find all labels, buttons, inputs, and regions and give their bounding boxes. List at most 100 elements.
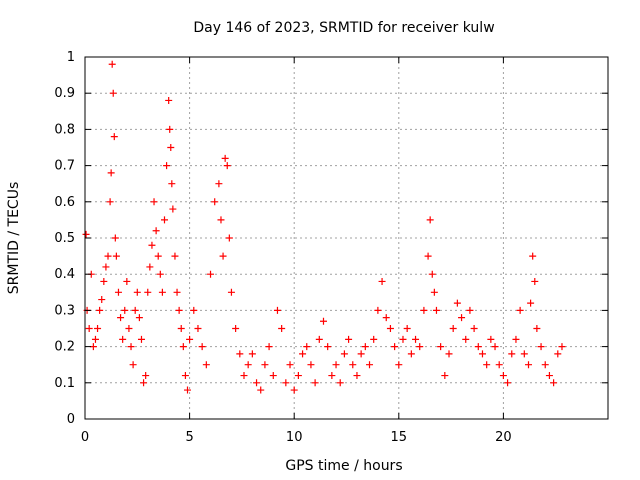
data-point — [257, 386, 265, 394]
data-point — [269, 372, 277, 380]
data-point — [445, 350, 453, 358]
data-point — [432, 306, 440, 314]
data-point — [424, 252, 432, 260]
data-point — [487, 335, 495, 343]
data-point — [111, 234, 119, 242]
data-point — [123, 277, 131, 285]
data-point — [428, 270, 436, 278]
x-tick-label: 20 — [495, 430, 512, 445]
data-point — [495, 361, 503, 369]
data-point — [179, 343, 187, 351]
data-point — [171, 252, 179, 260]
y-axis: 0 0.1 0.2 0.3 0.4 0.5 0.6 0.7 0.8 0.9 1 — [54, 50, 608, 427]
data-point — [144, 288, 152, 296]
data-point — [104, 252, 112, 260]
y-tick-label: 0.2 — [54, 340, 75, 355]
data-point — [219, 252, 227, 260]
data-point — [407, 350, 415, 358]
data-point — [449, 325, 457, 332]
data-point — [114, 288, 122, 296]
data-point — [399, 335, 407, 343]
data-point — [366, 361, 374, 369]
data-point — [357, 350, 365, 358]
data-point — [508, 350, 516, 358]
data-point — [299, 350, 307, 358]
data-point — [160, 216, 168, 224]
data-point — [458, 314, 466, 322]
data-point — [361, 343, 369, 351]
data-point — [520, 350, 528, 358]
y-tick-label: 0 — [67, 412, 75, 427]
data-point — [166, 125, 174, 133]
data-point — [140, 379, 148, 387]
data-point — [223, 162, 231, 170]
x-axis: 0 5 10 15 20 — [81, 57, 512, 445]
data-point — [370, 335, 378, 343]
data-point — [150, 198, 158, 206]
data-point — [353, 372, 361, 380]
data-point — [89, 343, 97, 351]
data-point — [315, 335, 323, 343]
data-point — [290, 386, 298, 394]
data-point — [474, 343, 482, 351]
data-point — [107, 169, 115, 177]
data-point — [332, 361, 340, 369]
y-tick-label: 0.1 — [54, 376, 75, 391]
data-point — [391, 343, 399, 351]
data-point — [441, 372, 449, 380]
data-point — [96, 306, 104, 314]
data-point — [416, 343, 424, 351]
data-point — [82, 230, 90, 238]
data-point — [319, 317, 327, 325]
data-point — [215, 180, 223, 188]
data-point — [403, 325, 411, 332]
data-point — [119, 335, 127, 343]
data-point — [94, 325, 102, 332]
data-point — [253, 379, 261, 387]
x-tick-label: 15 — [391, 430, 408, 445]
data-point — [121, 306, 129, 314]
data-point — [168, 180, 176, 188]
data-point — [265, 343, 273, 351]
x-tick-label: 5 — [185, 430, 193, 445]
data-point — [550, 379, 558, 387]
data-point — [167, 144, 175, 151]
y-tick-label: 0.6 — [54, 195, 75, 210]
y-tick-label: 1 — [67, 50, 75, 65]
data-point — [142, 372, 150, 380]
data-point — [395, 361, 403, 369]
data-point — [349, 361, 357, 369]
data-point — [529, 252, 537, 260]
data-point — [537, 343, 545, 351]
data-point — [217, 216, 225, 224]
data-point — [516, 306, 524, 314]
data-point — [173, 288, 181, 296]
y-tick-label: 0.5 — [54, 231, 75, 246]
data-point — [236, 350, 244, 358]
data-point — [466, 306, 474, 314]
y-axis-label: SRMTID / TECUs — [6, 182, 22, 295]
data-point — [91, 335, 99, 343]
data-point — [554, 350, 562, 358]
data-point — [504, 379, 512, 387]
data-point — [386, 325, 394, 332]
x-tick-label: 0 — [81, 430, 89, 445]
data-points — [82, 60, 566, 394]
data-point — [328, 372, 336, 380]
data-point — [131, 306, 139, 314]
chart-title: Day 146 of 2023, SRMTID for receiver kul… — [193, 20, 494, 36]
data-point — [512, 335, 520, 343]
data-point — [558, 343, 566, 351]
data-point — [336, 379, 344, 387]
data-point — [108, 60, 116, 68]
x-tick-label: 10 — [286, 430, 303, 445]
data-point — [531, 277, 539, 285]
data-point — [232, 325, 240, 332]
data-point — [340, 350, 348, 358]
data-point — [158, 288, 166, 296]
data-point — [154, 252, 162, 260]
data-point — [240, 372, 248, 380]
data-point — [453, 299, 461, 307]
data-point — [148, 241, 156, 249]
data-point — [146, 263, 154, 271]
